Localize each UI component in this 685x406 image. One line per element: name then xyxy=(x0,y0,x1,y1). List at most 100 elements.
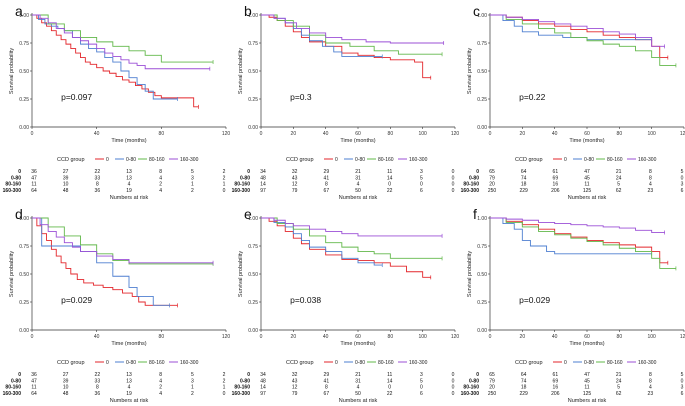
risk-cell: 5 xyxy=(191,169,194,175)
risk-cell: 97 xyxy=(260,188,266,194)
y-tick-label: 0.25 xyxy=(477,300,487,306)
y-tick-label: 0.25 xyxy=(19,300,29,306)
risk-row-label: 80-160 xyxy=(5,385,21,391)
legend-title: CCD group xyxy=(286,157,314,163)
legend-label: 0-80 xyxy=(355,157,365,163)
risk-row-label: 0-80 xyxy=(11,378,21,384)
x-tick-label: 0 xyxy=(260,334,263,340)
x-tick-label: 80 xyxy=(159,131,165,137)
risk-cell: 22 xyxy=(387,188,393,194)
risk-cell: 229 xyxy=(519,188,528,194)
risk-cell: 67 xyxy=(324,188,330,194)
risk-cell: 74 xyxy=(521,378,527,384)
risk-row-label: 0 xyxy=(476,372,479,378)
x-tick-label: 80 xyxy=(159,334,165,340)
y-tick-label: 1.00 xyxy=(477,13,487,19)
x-tick-label: 0 xyxy=(489,131,492,137)
x-tick-label: 0 xyxy=(260,131,263,137)
y-tick-label: 0.75 xyxy=(19,244,29,250)
risk-cell: 24 xyxy=(616,175,622,181)
panel-b: 0.000.250.500.751.000 20 40 60 80 100 120Time … xyxy=(232,3,460,201)
y-tick-label: 0.25 xyxy=(477,97,487,103)
y-tick-label: 0.00 xyxy=(248,125,258,131)
x-tick-label: 20 xyxy=(520,334,526,340)
y-axis-title: Survival probability xyxy=(9,48,15,94)
y-tick-label: 0.00 xyxy=(19,125,29,131)
legend-label: 160-300 xyxy=(638,157,657,163)
risk-cell: 24 xyxy=(616,378,622,384)
curve-160-300 xyxy=(490,217,665,234)
risk-cell: 2 xyxy=(223,175,226,181)
risk-cell: 32 xyxy=(292,372,298,378)
risk-cell: 5 xyxy=(420,175,423,181)
curve-80-160 xyxy=(261,14,443,55)
curve-0 xyxy=(32,217,178,306)
risk-cell: 13 xyxy=(126,372,132,378)
x-tick-label: 120 xyxy=(222,334,231,340)
risk-cell: 0 xyxy=(452,378,455,384)
risk-cell: 23 xyxy=(648,391,654,397)
risk-cell: 11 xyxy=(387,169,392,175)
legend-label: 80-160 xyxy=(149,360,165,366)
risk-row-label: 0 xyxy=(18,372,21,378)
risk-cell: 34 xyxy=(260,169,266,175)
risk-cell: 65 xyxy=(489,169,495,175)
x-tick-label: 60 xyxy=(584,131,590,137)
risk-row-label: 0-80 xyxy=(469,378,479,384)
risk-row-label: 80-160 xyxy=(234,385,250,391)
legend-label: 80-160 xyxy=(607,157,623,163)
risk-cell: 79 xyxy=(292,391,298,397)
x-tick-label: 20 xyxy=(291,131,297,137)
risk-cell: 4 xyxy=(128,385,131,391)
risk-cell: 8 xyxy=(649,378,652,384)
risk-table-title: Numbers at risk xyxy=(339,195,378,201)
legend-label: 160-300 xyxy=(409,360,428,366)
p-value: p=0.029 xyxy=(519,295,550,305)
risk-cell: 4 xyxy=(649,182,652,188)
risk-cell: 22 xyxy=(387,391,393,397)
panel-label: b xyxy=(244,3,252,19)
risk-cell: 61 xyxy=(553,372,559,378)
risk-cell: 39 xyxy=(63,378,69,384)
legend-title: CCD group xyxy=(515,157,543,163)
risk-cell: 5 xyxy=(420,378,423,384)
risk-cell: 5 xyxy=(681,169,684,175)
legend-label: 0 xyxy=(335,157,338,163)
y-axis-title: Survival probability xyxy=(467,251,473,297)
risk-cell: 12 xyxy=(292,182,298,188)
risk-cell: 2 xyxy=(223,372,226,378)
legend-label: 0-80 xyxy=(584,157,594,163)
x-tick-label: 80 xyxy=(617,334,623,340)
legend-label: 80-160 xyxy=(607,360,623,366)
risk-cell: 5 xyxy=(681,372,684,378)
risk-cell: 65 xyxy=(489,372,495,378)
risk-cell: 2 xyxy=(159,182,162,188)
x-tick-label: 0 xyxy=(489,334,492,340)
risk-cell: 0 xyxy=(452,169,455,175)
x-tick-label: 40 xyxy=(552,334,558,340)
risk-cell: 0 xyxy=(681,378,684,384)
curve-0 xyxy=(261,217,431,278)
risk-row-label: 0 xyxy=(18,169,21,175)
curve-80-160 xyxy=(490,217,676,269)
risk-cell: 125 xyxy=(583,188,592,194)
x-tick-label: 40 xyxy=(94,131,100,137)
risk-cell: 22 xyxy=(95,169,101,175)
risk-cell: 4 xyxy=(159,175,162,181)
risk-cell: 6 xyxy=(681,188,684,194)
y-tick-label: 0.75 xyxy=(248,244,258,250)
risk-row-label: 0 xyxy=(476,169,479,175)
p-value: p=0.097 xyxy=(61,92,92,102)
risk-cell: 21 xyxy=(355,169,361,175)
risk-cell: 6 xyxy=(681,391,684,397)
y-axis-title: Survival probability xyxy=(467,48,473,94)
risk-cell: 34 xyxy=(260,372,266,378)
x-axis-title: Time (months) xyxy=(340,341,375,347)
risk-cell: 29 xyxy=(324,372,330,378)
risk-cell: 2 xyxy=(191,188,194,194)
curve-160-300 xyxy=(32,14,210,70)
risk-cell: 4 xyxy=(159,188,162,194)
p-value: p=0.029 xyxy=(61,295,92,305)
